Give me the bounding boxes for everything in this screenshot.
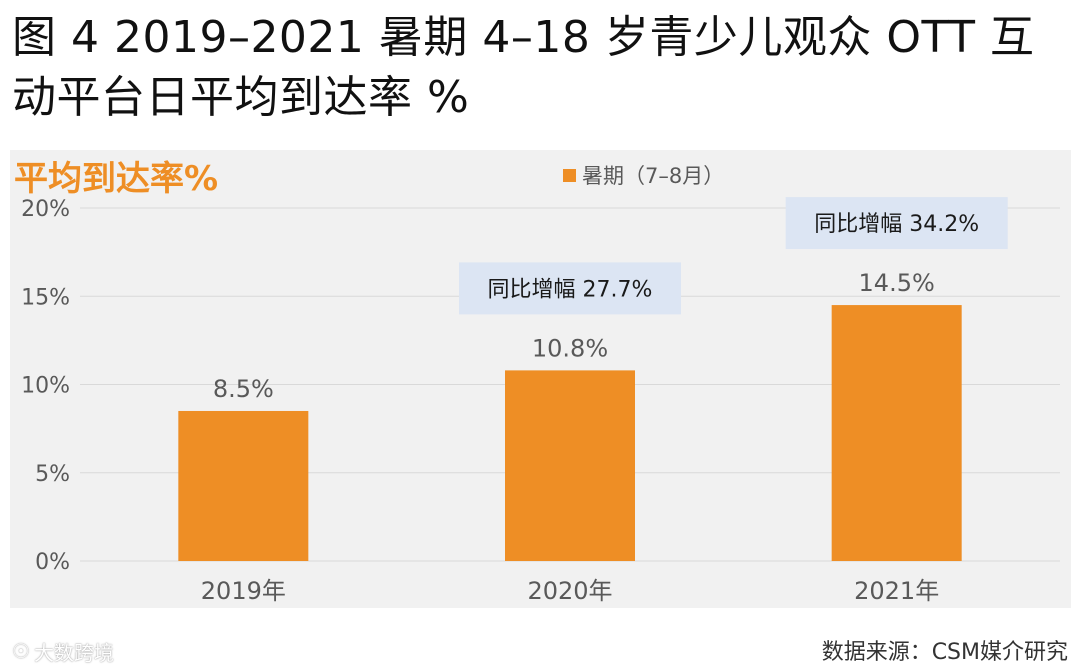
watermark-logo: ☉ 大数跨境 (12, 636, 114, 666)
bar (831, 305, 962, 561)
growth-callout-box (785, 197, 1008, 250)
y-tick-label: 10% (21, 374, 70, 399)
y-tick-label: 15% (21, 285, 70, 310)
bar (505, 370, 635, 561)
callouts: 同比增幅 27.7% 同比增幅 34.2% (459, 197, 1008, 315)
y-axis: 0% 5% 10% 15% 20% (21, 197, 70, 575)
growth-callout-label: 同比增幅 27.7% (488, 277, 653, 302)
x-tick-label: 2019年 (201, 577, 286, 605)
y-tick-label: 0% (35, 550, 70, 575)
legend-label: 暑期（7–8月） (582, 164, 724, 188)
x-tick-label: 2021年 (854, 577, 939, 605)
y-tick-label: 5% (35, 462, 70, 487)
wechat-channel-logo-icon: ☉ (12, 639, 30, 663)
legend-swatch (563, 169, 576, 182)
data-labels: 8.5% 10.8% 14.5% (213, 269, 935, 403)
data-label: 10.8% (532, 334, 608, 362)
watermark-text: 大数跨境 (33, 640, 114, 665)
x-axis: 2019年 2020年 2021年 (201, 577, 939, 605)
growth-callout-box (459, 262, 681, 315)
figure-title: 图 4 2019–2021 暑期 4–18 岁青少儿观众 OTT 互动平台日平均… (12, 12, 1035, 123)
bar (178, 410, 309, 561)
chart-panel: 0% 5% 10% 15% 20% 同比增幅 27.7% 同比增幅 34.2% 8.5% 1… (10, 150, 1071, 608)
bars (178, 305, 962, 561)
y-tick-label: 20% (21, 197, 70, 222)
data-label: 14.5% (859, 269, 935, 297)
growth-callout-label: 同比增幅 34.2% (814, 212, 979, 237)
data-label: 8.5% (213, 375, 274, 403)
x-tick-label: 2020年 (527, 577, 612, 605)
chart-title: 平均到达率% (14, 159, 218, 199)
source-note: 数据来源：CSM媒介研究 (821, 640, 1068, 665)
legend: 暑期（7–8月） (563, 164, 724, 188)
bar-chart: 0% 5% 10% 15% 20% 同比增幅 27.7% 同比增幅 34.2% 8.5% 1… (14, 159, 1060, 605)
